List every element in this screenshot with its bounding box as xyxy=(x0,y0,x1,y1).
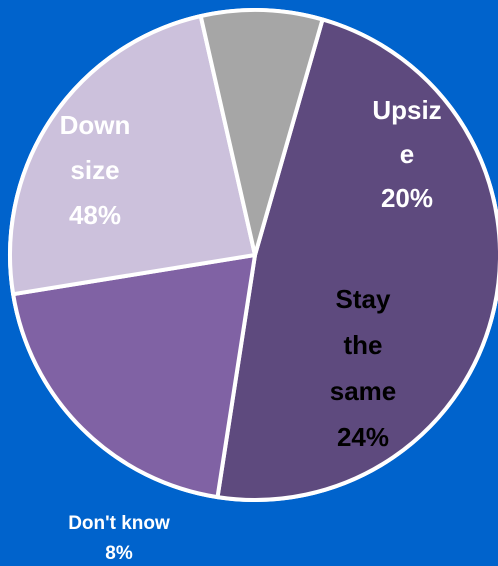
slice-label-line: Don't know xyxy=(68,513,170,534)
pie-labels: Down size 48% Upsiz e 20% Stay the same 24% Don't … xyxy=(60,95,442,564)
slice-label-line: 24% xyxy=(337,422,389,452)
slice-label-stay-the-same: Stay the same 24% xyxy=(330,284,397,452)
slice-label-line: Upsiz xyxy=(372,95,441,125)
slice-label-line: 48% xyxy=(69,200,121,230)
slice-label-line: Stay xyxy=(336,284,391,314)
slice-label-line: same xyxy=(330,376,397,406)
slice-label-line: Down xyxy=(60,110,131,140)
slice-label-upsize: Upsiz e 20% xyxy=(372,95,441,213)
slice-label-line: the xyxy=(344,330,383,360)
pie-slice-stay-the-same xyxy=(8,14,257,297)
slice-label-line: size xyxy=(70,155,119,185)
slice-label-line: 8% xyxy=(105,543,133,564)
pie-slice-dont-know xyxy=(198,8,325,257)
pie-slice-downsize xyxy=(215,17,498,502)
slice-label-line: 20% xyxy=(381,183,433,213)
pie-slices xyxy=(8,8,498,502)
slice-label-line: e xyxy=(400,139,414,169)
slice-label-downsize: Down size 48% xyxy=(60,110,131,230)
pie-slice-upsize xyxy=(11,253,257,500)
slice-label-dont-know: Don't know 8% xyxy=(68,513,170,564)
